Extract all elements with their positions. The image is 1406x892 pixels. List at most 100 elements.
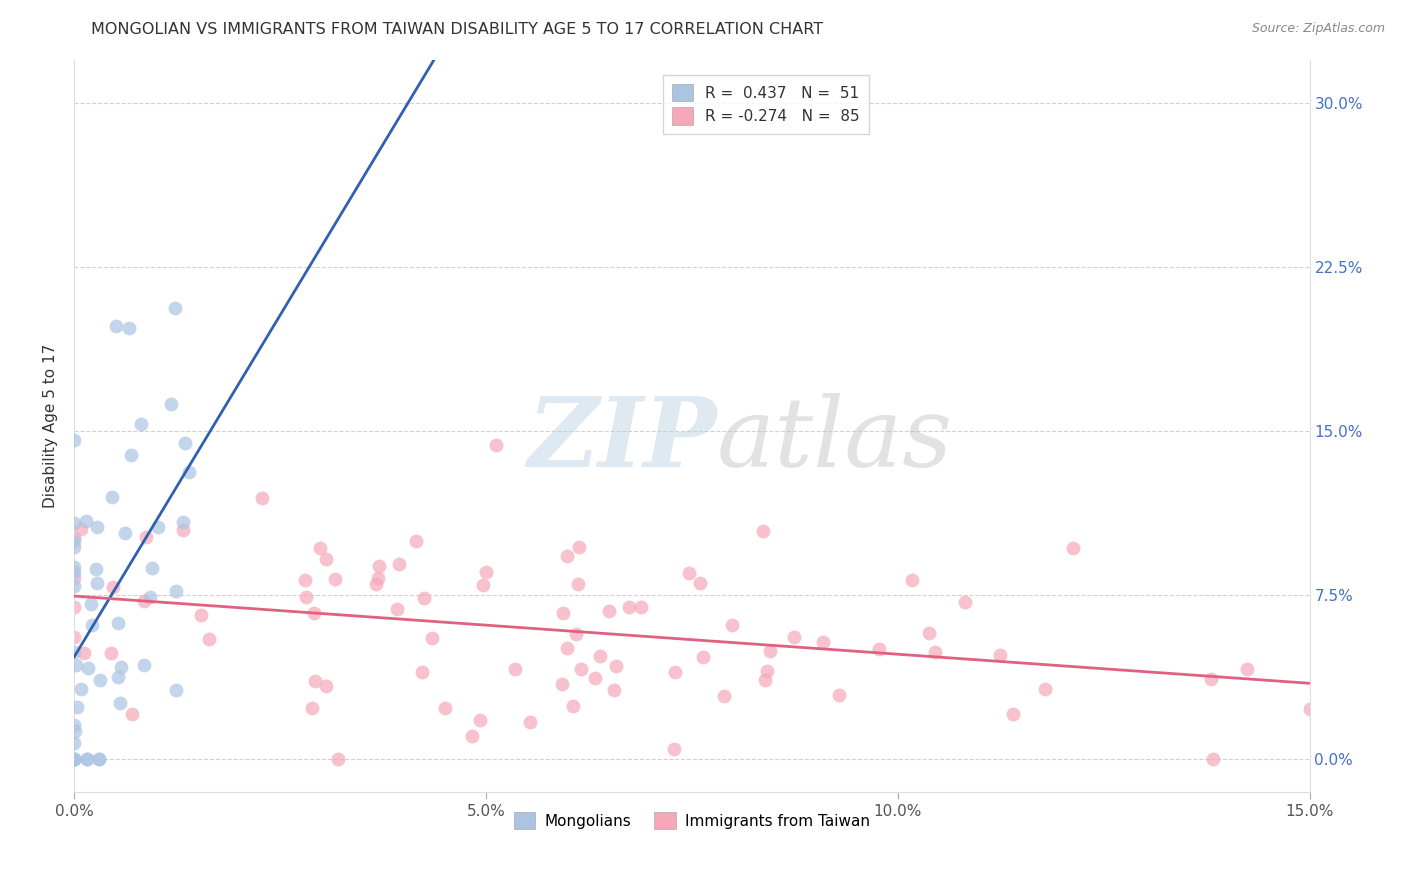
Point [368,559,391,574]
Point [132,594,155,608]
Point [66,700,89,714]
Point [662,741,685,756]
Point [411,665,433,680]
Point [294,574,316,588]
Point [173,435,195,450]
Point [304,674,326,689]
Point [118,321,141,335]
Point [1062,541,1084,556]
Point [63,565,86,579]
Point [114,525,136,540]
Point [503,663,526,677]
Point [953,594,976,608]
Point [1035,682,1057,697]
Point [63,599,86,614]
Point [828,688,851,702]
Point [605,659,627,673]
Point [165,301,187,316]
Point [75,514,97,528]
Point [315,552,337,566]
Point [63,630,86,644]
Point [1202,752,1225,766]
Point [412,591,434,605]
Point [63,571,86,585]
Point [562,698,585,713]
Point [110,659,132,673]
Point [1001,706,1024,721]
Point [190,607,212,622]
Point [366,577,388,591]
Point [405,533,427,548]
Point [77,661,100,675]
Point [63,718,86,732]
Point [752,524,775,539]
Point [1199,672,1222,686]
Point [868,641,890,656]
Point [87,752,110,766]
Point [783,630,806,644]
Point [555,641,578,656]
Point [569,662,592,676]
Point [755,664,778,678]
Point [63,645,86,659]
Point [165,683,187,698]
Point [385,602,408,616]
Text: MONGOLIAN VS IMMIGRANTS FROM TAIWAN DISABILITY AGE 5 TO 17 CORRELATION CHART: MONGOLIAN VS IMMIGRANTS FROM TAIWAN DISA… [91,22,824,37]
Point [89,673,111,687]
Point [918,626,941,640]
Point [80,598,103,612]
Point [567,577,589,591]
Point [76,752,98,766]
Point [63,579,86,593]
Point [73,646,96,660]
Point [471,578,494,592]
Point [146,519,169,533]
Point [721,617,744,632]
Point [172,515,194,529]
Point [141,560,163,574]
Point [754,673,776,687]
Point [108,696,131,710]
Point [630,600,652,615]
Point [63,752,86,766]
Point [63,534,86,549]
Point [678,566,700,581]
Text: atlas: atlas [717,393,953,487]
Point [65,658,87,673]
Point [63,723,86,738]
Point [100,491,122,505]
Point [86,576,108,591]
Point [132,658,155,673]
Point [901,573,924,587]
Point [551,606,574,620]
Point [302,606,325,620]
Point [63,560,86,574]
Point [598,604,620,618]
Point [139,591,162,605]
Point [551,676,574,690]
Point [557,549,579,563]
Point [250,491,273,505]
Point [603,682,626,697]
Point [107,670,129,684]
Point [80,618,103,632]
Point [388,557,411,571]
Point [105,318,128,333]
Point [565,627,588,641]
Point [107,615,129,630]
Point [301,700,323,714]
Point [63,540,86,554]
Point [69,523,91,537]
Text: ZIP: ZIP [527,393,717,487]
Point [86,520,108,534]
Point [422,631,444,645]
Point [1236,662,1258,676]
Point [689,576,711,591]
Point [131,417,153,432]
Point [1298,701,1320,715]
Point [63,735,86,749]
Point [664,665,686,679]
Point [583,671,606,685]
Point [84,562,107,576]
Text: Source: ZipAtlas.com: Source: ZipAtlas.com [1251,22,1385,36]
